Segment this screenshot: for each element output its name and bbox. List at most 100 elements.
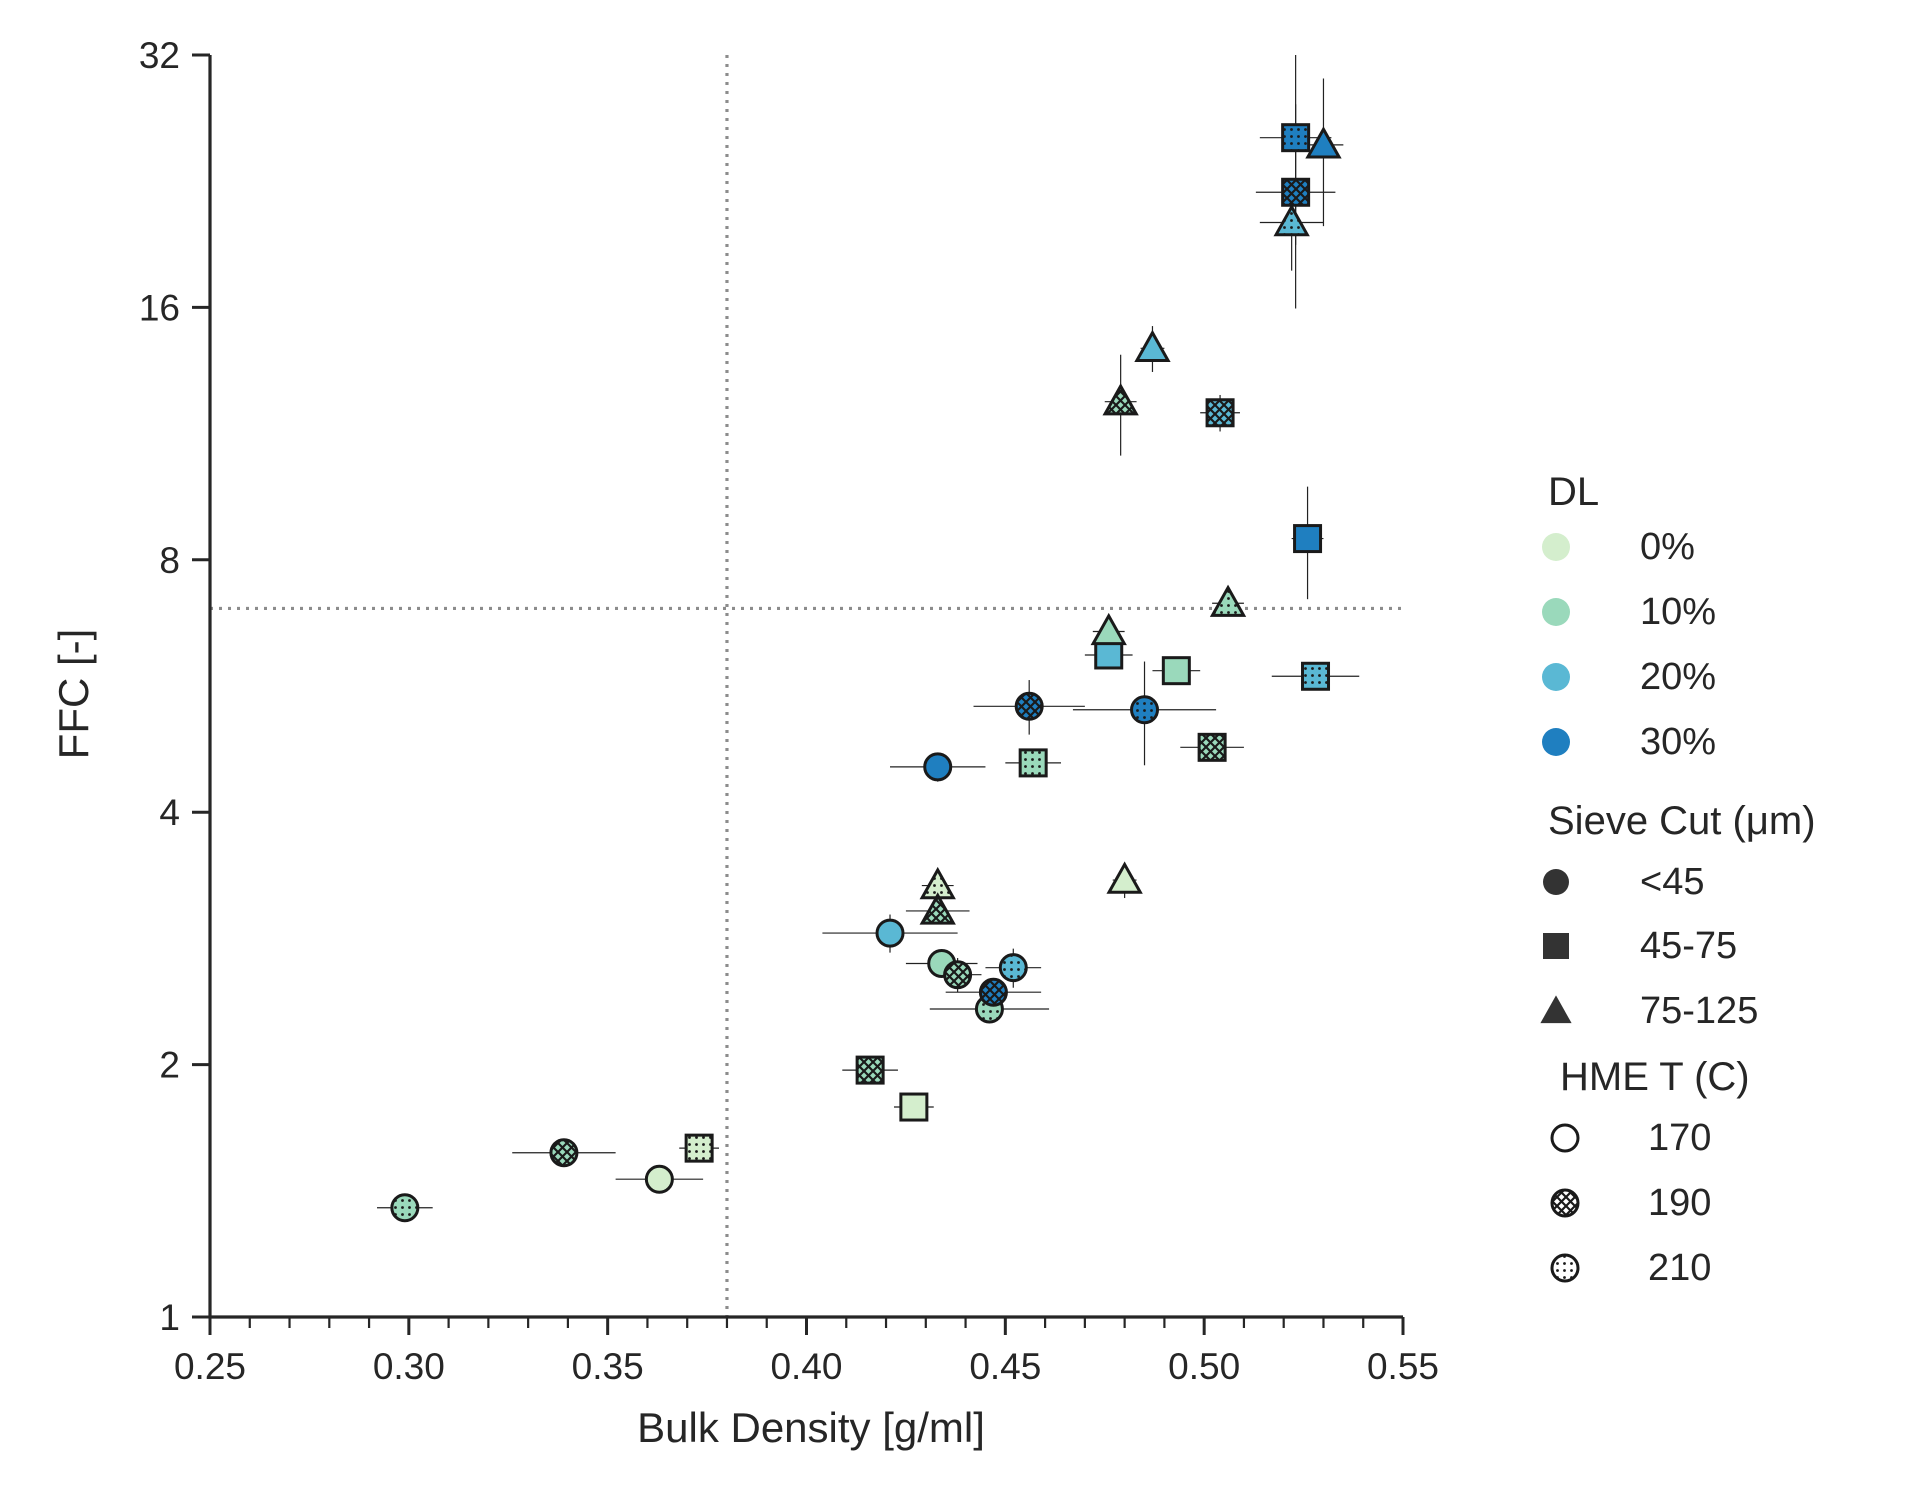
legend-label: 170 xyxy=(1648,1117,1711,1159)
marker-hatch xyxy=(1020,749,1047,776)
axes: 0.25 0.30 0.35 0.40 0.45 0.50 0.55 1 2 4 8 16 32 xyxy=(139,35,1439,1387)
marker-outline xyxy=(1197,732,1227,762)
marker-outline xyxy=(1090,612,1127,646)
marker-outline xyxy=(1281,123,1311,153)
marker-outline xyxy=(684,1133,714,1163)
legend-hatch-swatch xyxy=(1550,1253,1580,1283)
marker-outline xyxy=(919,892,956,925)
data-point xyxy=(1205,398,1235,428)
data-point xyxy=(1090,612,1127,646)
marker-outline xyxy=(549,1138,579,1168)
marker-hatch xyxy=(922,869,954,898)
data-point xyxy=(1209,584,1247,617)
legend-color-swatch xyxy=(1542,663,1570,691)
x-tick-label: 0.25 xyxy=(174,1346,246,1387)
marker-outline xyxy=(1130,695,1160,725)
marker-outline xyxy=(1301,661,1331,691)
marker-fill xyxy=(646,1166,673,1193)
legend-label: 30% xyxy=(1640,721,1716,763)
data-point xyxy=(1281,177,1311,207)
marker-outline xyxy=(1161,656,1191,686)
marker-hatch xyxy=(1016,693,1043,720)
marker-hatch xyxy=(922,895,954,924)
marker-hatch xyxy=(1276,206,1308,235)
marker-hatch xyxy=(944,961,971,988)
marker-outline xyxy=(1293,524,1323,554)
marker-fill xyxy=(1093,615,1125,644)
marker-fill xyxy=(1307,129,1340,158)
legend-marker-triangle xyxy=(1540,995,1572,1024)
data-point xyxy=(978,977,1008,1007)
y-tick-label: 8 xyxy=(159,540,180,581)
marker-outline xyxy=(1102,383,1139,416)
marker-outline xyxy=(1018,748,1048,778)
marker-hatch xyxy=(980,979,1007,1006)
legend-hatch-swatch xyxy=(1550,1188,1580,1218)
y-tick-label: 1 xyxy=(159,1297,180,1338)
marker-hatch xyxy=(857,1057,884,1084)
data-point xyxy=(1130,695,1160,725)
marker-outline xyxy=(644,1164,674,1194)
marker-outline xyxy=(875,918,905,948)
x-tick-label: 0.55 xyxy=(1367,1346,1439,1387)
marker-outline xyxy=(1134,329,1171,362)
data-point xyxy=(1014,691,1044,721)
data-point xyxy=(1301,661,1331,691)
data-points xyxy=(390,123,1342,1223)
data-point xyxy=(1197,732,1227,762)
legend-label: <45 xyxy=(1640,861,1704,903)
marker-hatch xyxy=(1207,399,1234,426)
marker-hatch xyxy=(1282,124,1309,151)
legend-color-swatch xyxy=(1542,728,1570,756)
marker-fill xyxy=(900,1094,927,1121)
marker-outline xyxy=(978,977,1008,1007)
y-tick-label: 16 xyxy=(139,287,180,328)
x-tick-label: 0.50 xyxy=(1168,1346,1240,1387)
legend-label: 0% xyxy=(1640,526,1695,568)
data-point xyxy=(1305,126,1342,159)
data-point xyxy=(1273,203,1310,237)
marker-fill xyxy=(1294,525,1321,552)
hatch-swatch-fill xyxy=(1552,1190,1578,1216)
marker-outline xyxy=(390,1193,420,1223)
hatch-swatch-outline xyxy=(1550,1188,1580,1218)
y-axis-title: FFC [-] xyxy=(50,629,97,760)
data-point xyxy=(1094,640,1124,670)
data-point xyxy=(1106,861,1143,894)
marker-hatch xyxy=(1282,179,1309,206)
marker-outline xyxy=(923,752,953,782)
data-point xyxy=(1281,123,1311,153)
marker-hatch xyxy=(1131,696,1158,723)
data-point xyxy=(899,1092,929,1122)
marker-outline xyxy=(1014,691,1044,721)
data-point xyxy=(644,1164,674,1194)
legend-label: 45-75 xyxy=(1640,925,1737,967)
hatch-swatch-outline xyxy=(1550,1253,1580,1283)
data-point xyxy=(1134,329,1171,362)
marker-hatch xyxy=(1212,587,1244,616)
legend-marker-circle xyxy=(1543,869,1569,895)
legend-color-swatch xyxy=(1542,598,1570,626)
data-point xyxy=(549,1138,579,1168)
legend-title: HME T (C) xyxy=(1560,1055,1750,1099)
y-tick-label: 2 xyxy=(159,1045,180,1086)
legend-label: 20% xyxy=(1640,656,1716,698)
marker-hatch xyxy=(1199,734,1226,761)
legend-hatch-swatch xyxy=(1550,1123,1580,1153)
data-point xyxy=(1102,383,1139,416)
marker-outline xyxy=(1281,177,1311,207)
marker-fill xyxy=(1109,864,1141,893)
data-point xyxy=(1161,656,1191,686)
marker-outline xyxy=(1305,126,1342,159)
legend-label: 75-125 xyxy=(1640,990,1758,1032)
hatch-swatch-outline xyxy=(1550,1123,1580,1153)
legend: DL 0% 10% 20% 30% Sieve Cut (μm) <45 45-75 75-12… xyxy=(1540,470,1816,1289)
legend-label: 210 xyxy=(1648,1247,1711,1289)
legend-title: DL xyxy=(1548,470,1599,514)
data-point xyxy=(390,1193,420,1223)
x-tick-label: 0.40 xyxy=(770,1346,842,1387)
marker-hatch xyxy=(1000,954,1027,981)
marker-hatch xyxy=(550,1139,577,1166)
marker-outline xyxy=(1273,203,1310,237)
y-tick-label: 4 xyxy=(159,792,180,833)
